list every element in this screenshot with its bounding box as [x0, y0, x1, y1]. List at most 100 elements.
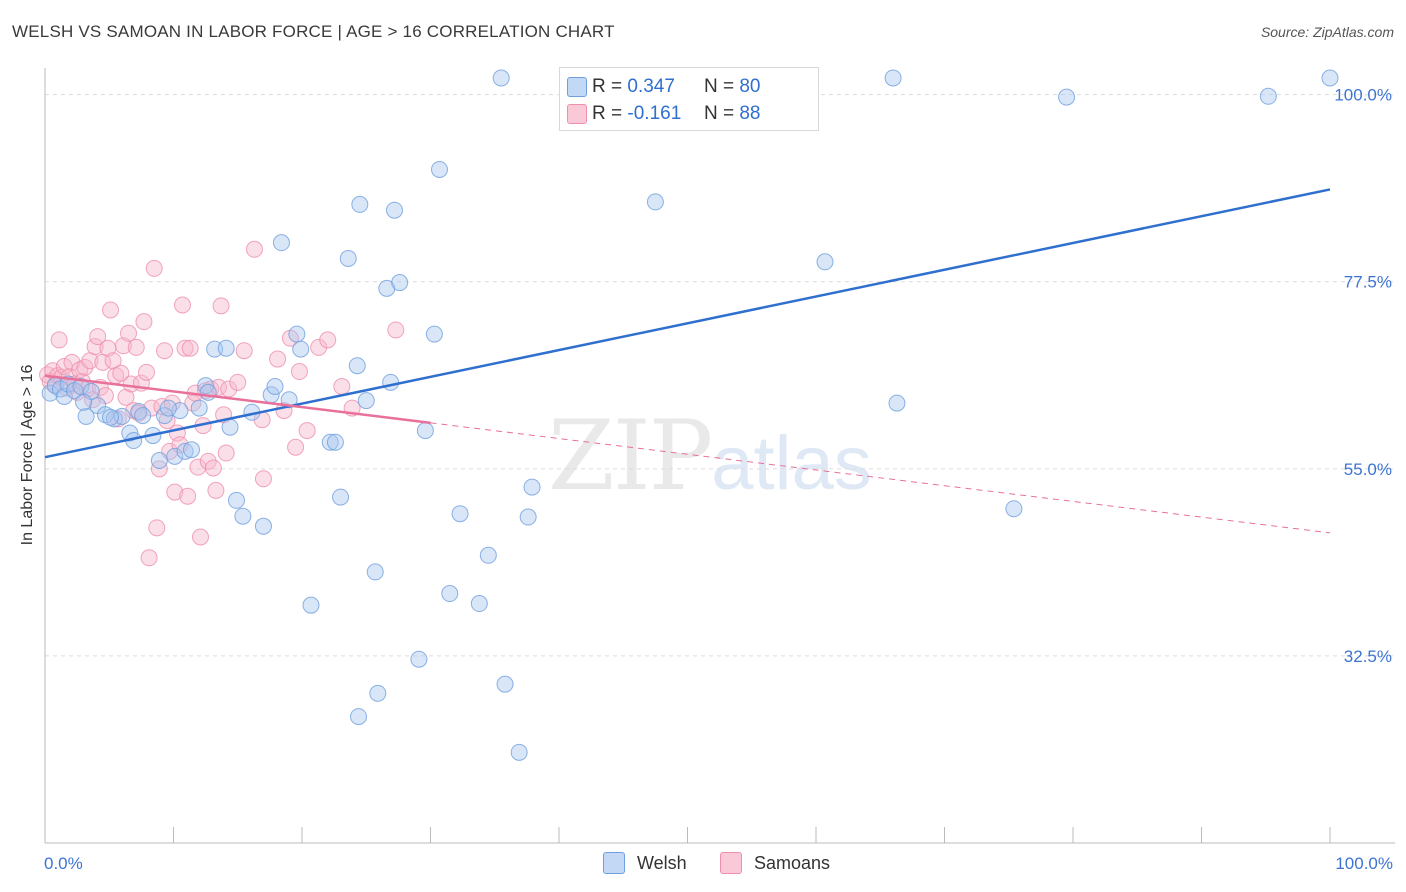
samoans-point — [189, 458, 207, 476]
x-tick-label-max: 100.0% — [1335, 854, 1393, 873]
correlation-legend: R = 0.347 N = 80 R = -0.161 N = 88 — [559, 67, 819, 131]
samoans-point — [212, 297, 230, 315]
welsh-point — [288, 325, 306, 343]
y-tick-label: 100.0% — [1334, 86, 1392, 105]
samoans-r-label: R = — [592, 103, 623, 124]
samoans-point — [138, 363, 156, 381]
samoans-point — [254, 470, 272, 488]
welsh-point — [888, 394, 906, 412]
welsh-point — [292, 340, 310, 358]
welsh-point — [227, 491, 245, 509]
welsh-point — [348, 357, 366, 375]
welsh-point — [496, 675, 514, 693]
chart-title: WELSH VS SAMOAN IN LABOR FORCE | AGE > 1… — [12, 22, 615, 41]
watermark: ZIPatlas — [548, 400, 872, 512]
legend-row-samoans: R = -0.161 N = 88 — [567, 101, 760, 127]
welsh-point — [492, 69, 510, 87]
welsh-point — [159, 399, 177, 417]
samoans-points — [39, 240, 405, 567]
welsh-legend-label: Welsh — [637, 852, 687, 873]
welsh-swatch — [567, 77, 587, 97]
welsh-point — [523, 478, 541, 496]
samoans-point — [287, 438, 305, 456]
samoans-point — [245, 240, 263, 258]
y-tick-label: 77.5% — [1344, 273, 1392, 292]
watermark-atlas: atlas — [711, 421, 872, 506]
samoans-point — [298, 422, 316, 440]
welsh-point — [75, 393, 93, 411]
samoans-point — [191, 528, 209, 546]
samoans-n-label: N = — [703, 103, 735, 124]
welsh-point — [441, 585, 459, 603]
samoans-trend-extension — [430, 422, 1331, 534]
welsh-point — [519, 508, 537, 526]
samoans-point — [387, 321, 405, 339]
welsh-point — [77, 407, 95, 425]
samoans-point — [166, 483, 184, 501]
samoans-point — [148, 519, 166, 537]
welsh-point — [391, 274, 409, 292]
samoans-legend-label: Samoans — [754, 852, 831, 873]
legend-item-samoans: Samoans — [720, 852, 830, 874]
trend-lines — [44, 188, 1331, 534]
samoans-point — [145, 259, 163, 277]
welsh-point — [254, 517, 272, 535]
welsh-point — [479, 546, 497, 564]
welsh-point — [182, 441, 200, 459]
welsh-point — [272, 234, 290, 252]
source-credit: Source: ZipAtlas.com — [1260, 24, 1394, 40]
welsh-point — [102, 408, 120, 426]
welsh-n-value: 80 — [739, 76, 761, 97]
welsh-point — [425, 325, 443, 343]
welsh-r-value: 0.347 — [627, 76, 675, 97]
samoans-point — [176, 339, 194, 357]
welsh-point — [217, 339, 235, 357]
samoans-legend-swatch — [720, 852, 742, 874]
series-legend: Welsh Samoans — [0, 852, 1406, 878]
welsh-n-label: N = — [703, 76, 735, 97]
welsh-point — [1321, 69, 1339, 87]
welsh-r-label: R = — [592, 76, 623, 97]
welsh-point — [332, 488, 350, 506]
welsh-point — [166, 447, 184, 465]
welsh-point — [266, 377, 284, 395]
samoans-point — [158, 412, 176, 430]
samoans-point — [112, 364, 130, 382]
welsh-point — [150, 452, 168, 469]
welsh-point — [221, 418, 239, 436]
samoans-point — [120, 324, 138, 342]
samoans-point — [117, 388, 135, 406]
welsh-legend-swatch — [603, 852, 625, 874]
welsh-point — [326, 433, 344, 451]
welsh-point — [646, 193, 664, 211]
legend-row-welsh: R = 0.347 N = 80 — [567, 74, 761, 100]
samoans-point — [86, 338, 104, 356]
legend-item-welsh: Welsh — [603, 852, 687, 874]
samoans-point — [333, 377, 351, 395]
welsh-points — [41, 69, 1339, 761]
welsh-point — [199, 383, 217, 401]
samoans-point — [135, 313, 153, 331]
welsh-point — [386, 201, 404, 219]
welsh-point — [382, 373, 400, 391]
samoans-point — [207, 481, 225, 499]
welsh-point — [190, 399, 208, 417]
samoans-point — [102, 301, 120, 319]
welsh-point — [1058, 88, 1076, 106]
welsh-point — [321, 433, 339, 451]
samoans-point — [140, 549, 158, 567]
watermark-zip: ZIP — [548, 400, 713, 512]
welsh-point — [339, 249, 357, 267]
welsh-point — [134, 407, 152, 425]
welsh-point — [416, 422, 434, 440]
samoans-point — [179, 487, 197, 505]
y-axis-label: In Labor Force | Age > 16 — [19, 364, 36, 546]
samoans-point — [173, 296, 191, 314]
samoans-point — [156, 342, 174, 360]
samoans-point — [229, 373, 247, 391]
welsh-point — [302, 596, 320, 614]
axes — [44, 68, 1395, 844]
welsh-point — [410, 650, 428, 668]
samoans-point — [181, 339, 199, 357]
welsh-point — [234, 507, 252, 525]
